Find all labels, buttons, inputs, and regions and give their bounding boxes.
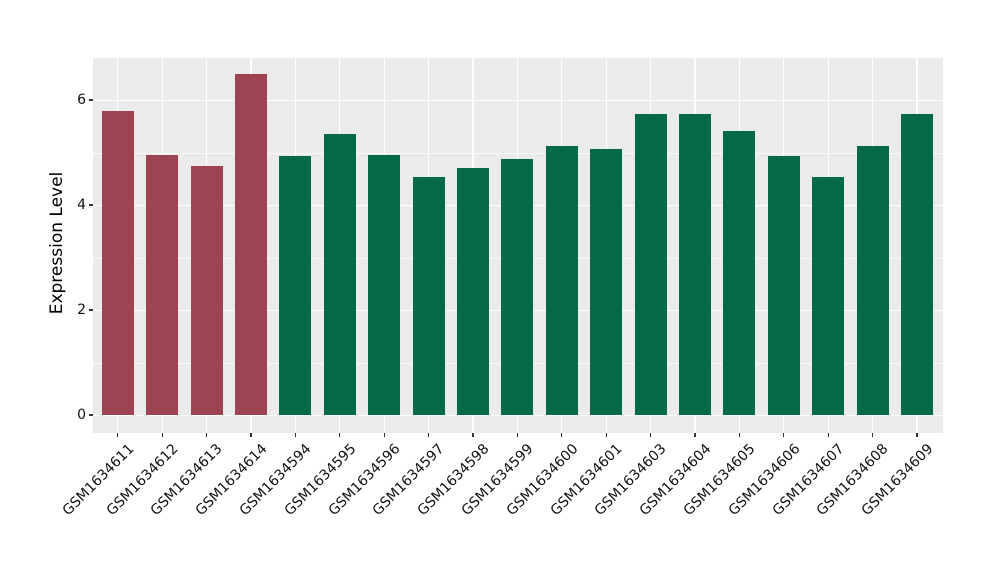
bar	[545, 146, 578, 415]
bar	[901, 114, 933, 415]
x-tick-mark	[738, 433, 740, 437]
x-tick-mark	[294, 433, 296, 437]
y-tick-label: 0	[77, 407, 86, 423]
y-tick-mark	[89, 99, 93, 101]
bar	[235, 73, 267, 415]
bar	[723, 130, 756, 415]
x-tick-mark	[783, 433, 785, 437]
bar	[590, 149, 623, 415]
y-tick-label: 2	[77, 302, 86, 318]
y-tick-mark	[89, 414, 93, 416]
y-tick-label: 4	[77, 197, 86, 213]
bar	[101, 110, 134, 415]
bar	[457, 168, 489, 415]
x-tick-mark	[383, 433, 385, 437]
bar	[856, 146, 889, 415]
x-tick-mark	[472, 433, 474, 437]
x-tick-mark	[250, 433, 252, 437]
x-tick-mark	[916, 433, 918, 437]
x-tick-mark	[516, 433, 518, 437]
y-axis-title: Expression Level	[47, 171, 67, 315]
x-tick-mark	[428, 433, 430, 437]
x-tick-mark	[161, 433, 163, 437]
bar	[412, 177, 445, 415]
bar	[767, 156, 800, 415]
bar	[679, 114, 711, 415]
x-tick-mark	[694, 433, 696, 437]
x-tick-mark	[872, 433, 874, 437]
bar	[190, 166, 223, 415]
x-tick-mark	[206, 433, 208, 437]
y-tick-mark	[89, 309, 93, 311]
bar	[146, 155, 179, 415]
plot-area	[93, 58, 943, 433]
bar	[634, 114, 667, 415]
y-tick-mark	[89, 204, 93, 206]
x-tick-mark	[827, 433, 829, 437]
bar	[323, 134, 356, 415]
bar	[501, 158, 534, 415]
bar	[368, 155, 401, 415]
x-tick-mark	[650, 433, 652, 437]
y-tick-label: 6	[77, 92, 86, 108]
x-tick-mark	[117, 433, 119, 437]
bar	[279, 155, 312, 415]
x-tick-mark	[561, 433, 563, 437]
bar	[812, 176, 845, 415]
x-tick-mark	[339, 433, 341, 437]
x-tick-mark	[605, 433, 607, 437]
